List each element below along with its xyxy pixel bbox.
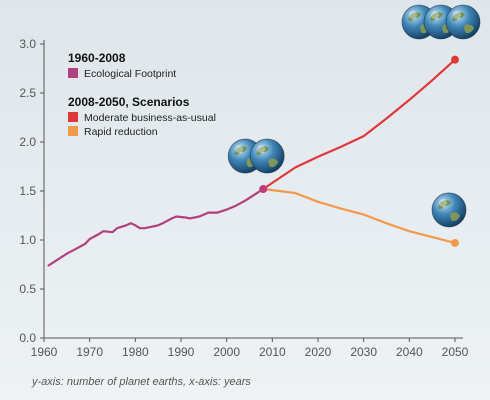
x-tick-label: 1980 (122, 345, 149, 359)
legend: 1960-2008 Ecological Footprint 2008-2050… (68, 51, 216, 138)
series-layer (47, 58, 457, 267)
series-moderate-business-as-usual (262, 58, 457, 191)
legend-swatch-ecological-footprint (68, 68, 78, 78)
legend-label-moderate-business-as-usual: Moderate business-as-usual (84, 112, 216, 124)
series-rapid-reduction (262, 187, 457, 244)
x-tick-label: 2000 (213, 345, 240, 359)
x-tick-label: 2040 (396, 345, 423, 359)
x-tick-label: 1990 (168, 345, 195, 359)
earth-icon (249, 138, 285, 174)
y-tick-label: 2.5 (19, 86, 36, 100)
x-tick-label: 2030 (350, 345, 377, 359)
legend-label-ecological-footprint: Ecological Footprint (84, 68, 176, 80)
earth-icons (227, 4, 481, 228)
x-tick-label: 1970 (76, 345, 103, 359)
axes: 0.0 0.5 1.0 1.5 2.0 2.5 3.0 1960 1970 1980 1990 200… (19, 37, 468, 359)
y-tick-label: 0.5 (19, 282, 36, 296)
x-tick-label: 2020 (305, 345, 332, 359)
data-point (451, 238, 459, 247)
legend-title-1960-2008: 1960-2008 (68, 51, 126, 65)
x-tick-label: 1960 (31, 345, 58, 359)
legend-title-scenarios: 2008-2050, Scenarios (68, 95, 190, 109)
y-tick-label: 0.0 (19, 331, 36, 345)
earth-icon (431, 192, 467, 228)
data-point (451, 55, 459, 64)
legend-swatch-rapid-reduction (68, 126, 78, 136)
x-tick-label: 2050 (442, 345, 469, 359)
earth-icon (445, 4, 481, 40)
y-tick-label: 1.0 (19, 233, 36, 247)
series-ecological-footprint (47, 187, 265, 267)
points-layer (259, 55, 459, 247)
data-point (259, 185, 268, 194)
y-tick-label: 3.0 (19, 37, 36, 51)
legend-label-rapid-reduction: Rapid reduction (84, 126, 158, 138)
y-tick-label: 2.0 (19, 135, 36, 149)
axis-caption: y-axis: number of planet earths, x-axis:… (31, 376, 251, 388)
legend-swatch-moderate-business-as-usual (68, 112, 78, 122)
x-tick-label: 2010 (259, 345, 286, 359)
y-tick-label: 1.5 (19, 184, 36, 198)
